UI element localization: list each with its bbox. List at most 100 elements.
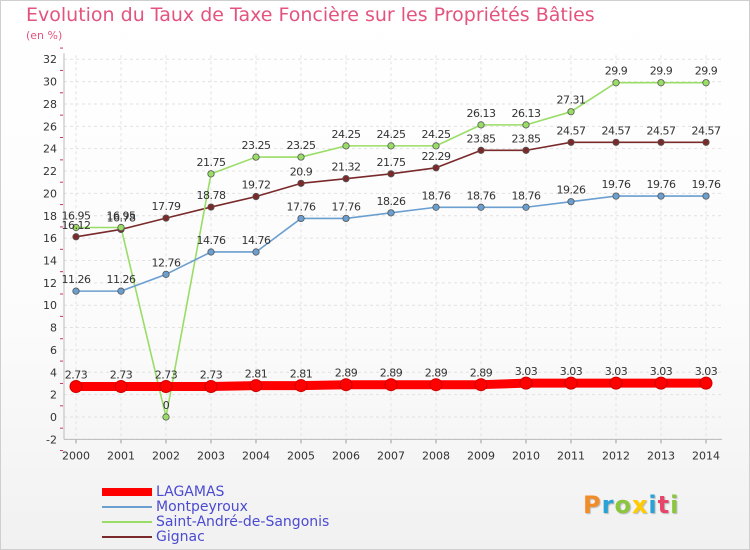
x-tick-label: 2006 (332, 449, 360, 462)
data-point (432, 203, 440, 211)
legend-item: Saint-André-de-Sangonis (102, 514, 329, 529)
x-tick-label: 2014 (692, 449, 720, 462)
data-label: 2.81 (245, 368, 268, 381)
data-point (432, 142, 440, 150)
x-tick-label: 2002 (152, 449, 180, 462)
data-point (72, 287, 80, 295)
y-axis-unit: (en %) (26, 29, 63, 42)
data-label: 21.75 (377, 156, 406, 169)
data-point (612, 138, 620, 146)
data-label: 11.26 (107, 273, 136, 286)
y-tick-label: 2 (50, 389, 57, 402)
data-point (699, 376, 713, 390)
data-point (342, 214, 350, 223)
data-label: 23.85 (467, 132, 496, 145)
data-point (519, 376, 533, 390)
data-label: 3.03 (695, 365, 718, 378)
data-label: 29.9 (695, 65, 718, 78)
legend-label: Saint-André-de-Sangonis (156, 513, 330, 530)
data-point (429, 378, 443, 392)
data-label: 26.13 (467, 107, 496, 120)
y-tick-label: 14 (43, 254, 57, 267)
data-point (162, 270, 170, 278)
data-label: 16.95 (107, 209, 136, 222)
logo-letter: i (648, 491, 658, 519)
data-point (117, 223, 125, 232)
proxiti-logo: Proxiti (583, 491, 679, 519)
data-point (114, 379, 128, 393)
chart-title: Evolution du Taux de Taxe Foncière sur l… (26, 4, 595, 26)
data-point (387, 209, 395, 217)
data-point (294, 379, 308, 393)
x-tick-label: 2009 (467, 449, 495, 462)
data-point (702, 138, 710, 146)
data-label: 22.29 (422, 150, 451, 163)
data-label: 18.26 (377, 195, 406, 208)
data-labels: 2.73 2.73 2.73 2.73 2.81 2.81 2.89 2.89 2.89 2.89… (62, 65, 722, 412)
legend-swatch (102, 487, 152, 496)
data-label: 2.73 (200, 368, 223, 381)
data-label: 24.57 (557, 124, 586, 137)
data-point (474, 378, 488, 392)
data-label: 2.89 (425, 367, 448, 380)
y-tick-label: 0 (50, 411, 57, 424)
data-point (477, 146, 485, 154)
x-tick-label: 2013 (647, 449, 675, 462)
y-tick-label: 6 (50, 344, 57, 357)
logo-letter: P (583, 491, 602, 519)
data-label: 24.25 (422, 128, 451, 141)
data-label: 19.76 (647, 178, 676, 191)
data-label: 21.75 (197, 156, 226, 169)
y-tick-label: 32 (43, 53, 57, 66)
data-label: 24.57 (647, 124, 676, 137)
data-label: 23.25 (242, 139, 271, 152)
y-tick-label: 4 (50, 366, 57, 379)
legend-label: Gignac (156, 528, 205, 545)
logo-letter: r (601, 491, 615, 519)
data-point (72, 223, 80, 232)
data-label: 29.9 (650, 65, 673, 78)
logo-letter: t (657, 491, 671, 519)
data-point (567, 108, 575, 116)
data-label: 18.76 (467, 189, 496, 202)
legend-item: Montpeyroux (102, 499, 329, 514)
data-point (72, 233, 80, 241)
legend-swatch (102, 535, 152, 538)
y-tick-label: 16 (43, 232, 57, 245)
data-point (342, 175, 350, 183)
data-label: 2.89 (335, 367, 358, 380)
data-label: 2.73 (110, 368, 133, 381)
data-label: 21.32 (332, 161, 361, 174)
data-point (69, 379, 83, 393)
x-tick-label: 2004 (242, 449, 270, 462)
data-label: 27.31 (557, 94, 586, 107)
logo-letter: x (631, 491, 649, 519)
x-tick-label: 2000 (62, 449, 90, 462)
x-tick-label: 2008 (422, 449, 450, 462)
logo-letter: o (614, 491, 632, 519)
x-tick-label: 2003 (197, 449, 225, 462)
data-point (252, 248, 260, 256)
y-tick-label: 28 (43, 98, 57, 111)
data-point (297, 179, 305, 187)
data-label: 2.81 (290, 368, 313, 381)
x-tick-label: 2011 (557, 449, 585, 462)
data-point (609, 376, 623, 390)
chart-legend: LAGAMAS Montpeyroux Saint-André-de-Sangoni… (102, 484, 329, 544)
legend-item: Gignac (102, 529, 329, 544)
data-point (117, 287, 125, 295)
data-label: 16.12 (62, 219, 91, 232)
data-point (387, 170, 395, 178)
y-tick-label: 24 (43, 143, 57, 156)
y-tick-label: -2 (46, 433, 57, 446)
y-tick-label: 20 (43, 187, 57, 200)
data-point (477, 203, 485, 211)
y-tick-label: 12 (43, 277, 57, 290)
data-point (564, 376, 578, 390)
data-label: 2.73 (65, 368, 88, 381)
data-point (522, 146, 530, 154)
data-label: 19.26 (557, 184, 586, 197)
data-label: 17.76 (287, 200, 316, 213)
data-point (159, 379, 173, 393)
